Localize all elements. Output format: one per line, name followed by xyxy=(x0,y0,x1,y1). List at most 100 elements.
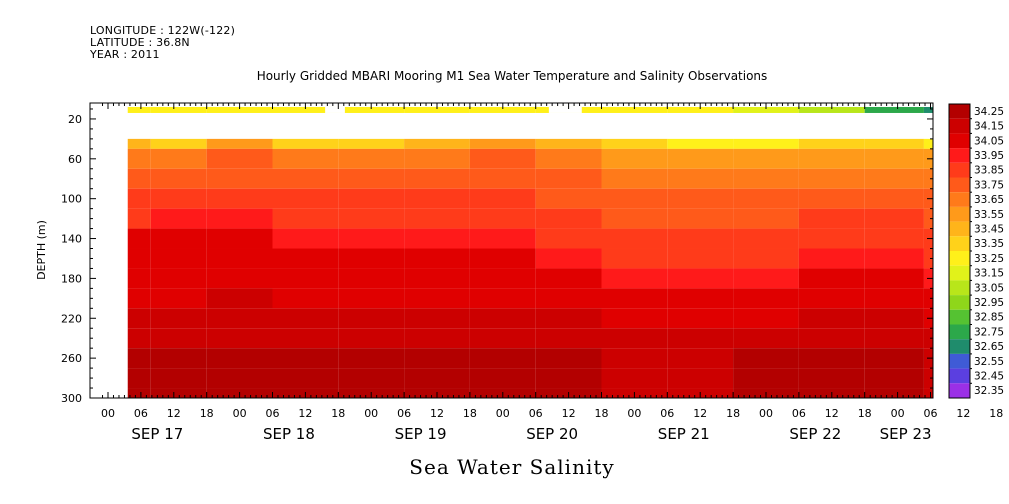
colorbar: 34.25 34.15 34.05 33.95 33.85 33.75 33.65 33.55… xyxy=(948,103,1004,399)
heatmap-cell xyxy=(206,138,273,149)
heatmap-cell xyxy=(404,138,470,149)
heatmap-cell xyxy=(404,106,470,113)
y-tick-label: 140 xyxy=(61,233,82,246)
heatmap-cell xyxy=(338,328,405,349)
heatmap-cell xyxy=(601,348,668,369)
colorbar-swatch xyxy=(949,177,970,193)
x-day-label: SEP 19 xyxy=(395,425,447,443)
heatmap-cell xyxy=(338,308,405,329)
x-hour-label: 18 xyxy=(858,407,872,420)
heatmap-cell xyxy=(127,188,151,209)
heatmap-cell xyxy=(404,328,470,349)
heatmap-cell xyxy=(338,248,405,269)
heatmap-cell xyxy=(798,148,865,169)
heatmap-cell xyxy=(338,208,405,229)
heatmap-cell xyxy=(535,208,602,229)
heatmap-cell xyxy=(798,248,865,269)
x-hour-label: 06 xyxy=(529,407,543,420)
heatmap-cell xyxy=(338,148,405,169)
heatmap-cell xyxy=(338,288,405,309)
x-hour-label: 00 xyxy=(233,407,247,420)
heatmap-cell xyxy=(733,208,799,229)
x-hour-label: 12 xyxy=(167,407,181,420)
heatmap-cell xyxy=(338,168,405,189)
heatmap-cell xyxy=(798,106,865,113)
heatmap-cell xyxy=(535,168,602,189)
heatmap-cell xyxy=(150,288,207,309)
heatmap-cell xyxy=(338,188,405,209)
colorbar-swatch xyxy=(949,295,970,310)
colorbar-swatch xyxy=(949,324,970,340)
heatmap-cell xyxy=(733,288,799,309)
heatmap-cell xyxy=(127,168,151,189)
heatmap-cell xyxy=(601,106,668,113)
heatmap-cell xyxy=(923,288,933,309)
heatmap-cell xyxy=(150,148,207,169)
colorbar-swatch xyxy=(949,368,970,384)
heatmap-cell xyxy=(206,148,273,169)
colorbar-swatch xyxy=(949,280,970,296)
heatmap-cell xyxy=(206,348,273,369)
heatmap-cell xyxy=(469,138,536,149)
heatmap-cell xyxy=(535,368,602,389)
heatmap-cell xyxy=(150,348,207,369)
heatmap-cell xyxy=(667,348,734,369)
heatmap-cell xyxy=(150,388,207,398)
heatmap-cell xyxy=(535,348,602,369)
heatmap-cell xyxy=(338,228,405,249)
heatmap-cell xyxy=(150,268,207,289)
x-hour-label: 12 xyxy=(562,407,576,420)
heatmap-cell xyxy=(206,328,273,349)
x-hour-label: 12 xyxy=(430,407,444,420)
heatmap-cell xyxy=(469,208,536,229)
heatmap-cell xyxy=(535,138,602,149)
heatmap-cell xyxy=(923,328,933,349)
colorbar-label: 33.45 xyxy=(974,223,1004,235)
x-axis: 00 06 12 18 00 06 12 18 00 06 12 18 00 06 12 18 00 06 12 18… xyxy=(101,103,1003,443)
heatmap-cell xyxy=(404,248,470,269)
heatmap-cell xyxy=(864,268,924,289)
colorbar-label: 32.55 xyxy=(974,356,1004,368)
heatmap-cell xyxy=(733,328,799,349)
heatmap-cell xyxy=(667,288,734,309)
colorbar-swatch xyxy=(949,265,970,281)
x-day-label: SEP 17 xyxy=(131,425,183,443)
heatmap-cell xyxy=(733,268,799,289)
heatmap-cell xyxy=(733,138,799,149)
colorbar-label: 33.25 xyxy=(974,253,1004,265)
x-hour-label: 06 xyxy=(134,407,148,420)
colorbar-swatch xyxy=(949,148,970,163)
heatmap-cell xyxy=(798,328,865,349)
colorbar-label: 33.75 xyxy=(974,179,1004,191)
heatmap-cell xyxy=(601,308,668,329)
heatmap-cell xyxy=(150,228,207,249)
heatmap-cell xyxy=(601,138,668,149)
heatmap-cell xyxy=(798,138,865,149)
colorbar-swatch xyxy=(949,118,970,134)
heatmap-cell xyxy=(667,168,734,189)
plot-frame xyxy=(89,102,934,399)
heatmap-cell xyxy=(601,188,668,209)
heatmap-cell xyxy=(338,368,405,389)
heatmap-cell xyxy=(864,228,924,249)
heatmap-cell xyxy=(667,328,734,349)
heatmap-cell xyxy=(864,248,924,269)
heatmap-cell xyxy=(733,228,799,249)
y-tick-label: 20 xyxy=(68,113,82,126)
colorbar-swatch xyxy=(949,251,970,266)
heatmap-cell xyxy=(535,188,602,209)
x-hour-label: 00 xyxy=(101,407,115,420)
heatmap-cell xyxy=(469,248,536,269)
heatmap-cell xyxy=(601,288,668,309)
colorbar-swatch xyxy=(949,353,970,369)
heatmap-cell xyxy=(798,188,865,209)
heatmap-cell xyxy=(150,208,207,229)
heatmap-cell xyxy=(864,148,924,169)
heatmap-cell xyxy=(601,148,668,169)
colorbar-swatch xyxy=(949,192,970,207)
heatmap-cell xyxy=(150,188,207,209)
heatmap-cell xyxy=(272,368,339,389)
colorbar-label: 33.05 xyxy=(974,282,1004,294)
heatmap-cell xyxy=(272,188,339,209)
